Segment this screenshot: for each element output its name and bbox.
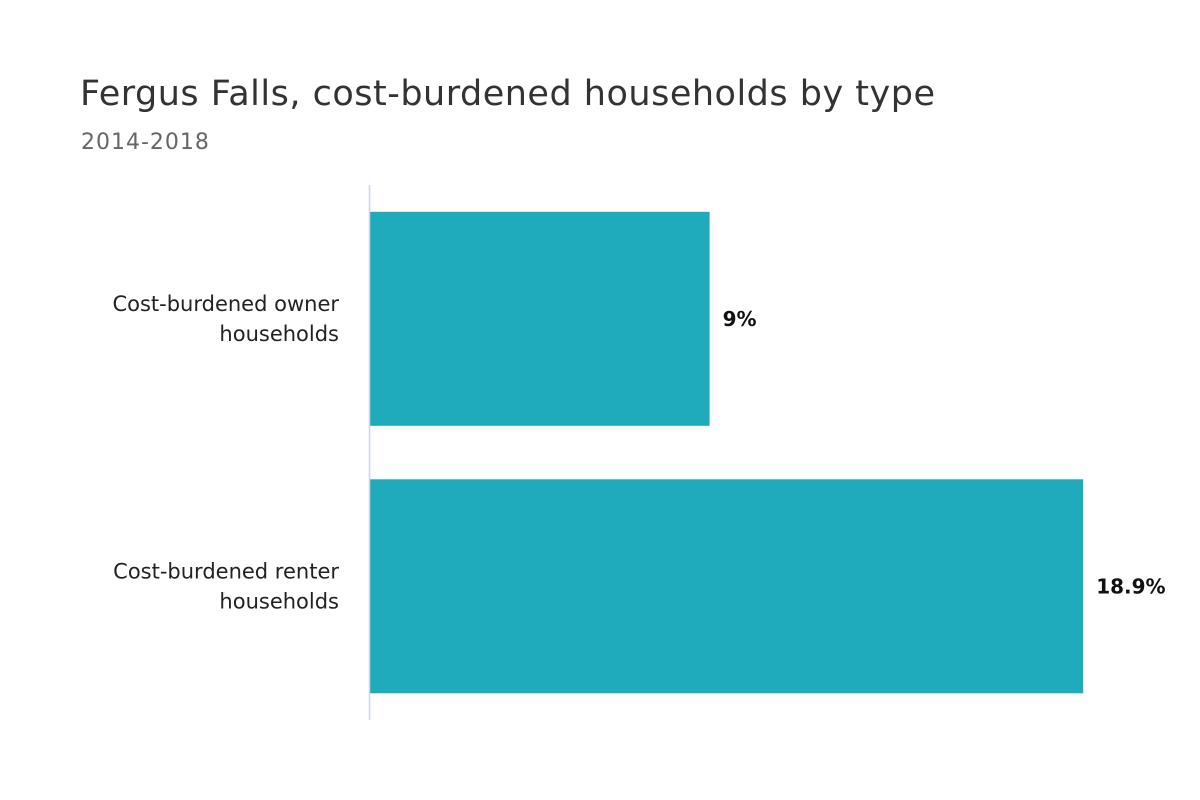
category-label-line: households [219, 322, 339, 346]
category-label-line: Cost-burdened owner [112, 292, 339, 316]
data-label-2: 18.9% [1096, 574, 1165, 598]
data-label-1: 9% [723, 307, 757, 331]
category-label-1: Cost-burdened owner households [112, 292, 339, 346]
bar-2 [370, 479, 1084, 694]
category-label-2: Cost-burdened renter households [113, 559, 339, 613]
category-label-line: Cost-burdened renter [113, 559, 339, 583]
chart-title: Fergus Falls, cost-burdened households b… [80, 74, 936, 114]
category-label-line: households [219, 589, 339, 613]
chart-subtitle: 2014-2018 [81, 130, 210, 155]
bar-1 [370, 211, 710, 426]
